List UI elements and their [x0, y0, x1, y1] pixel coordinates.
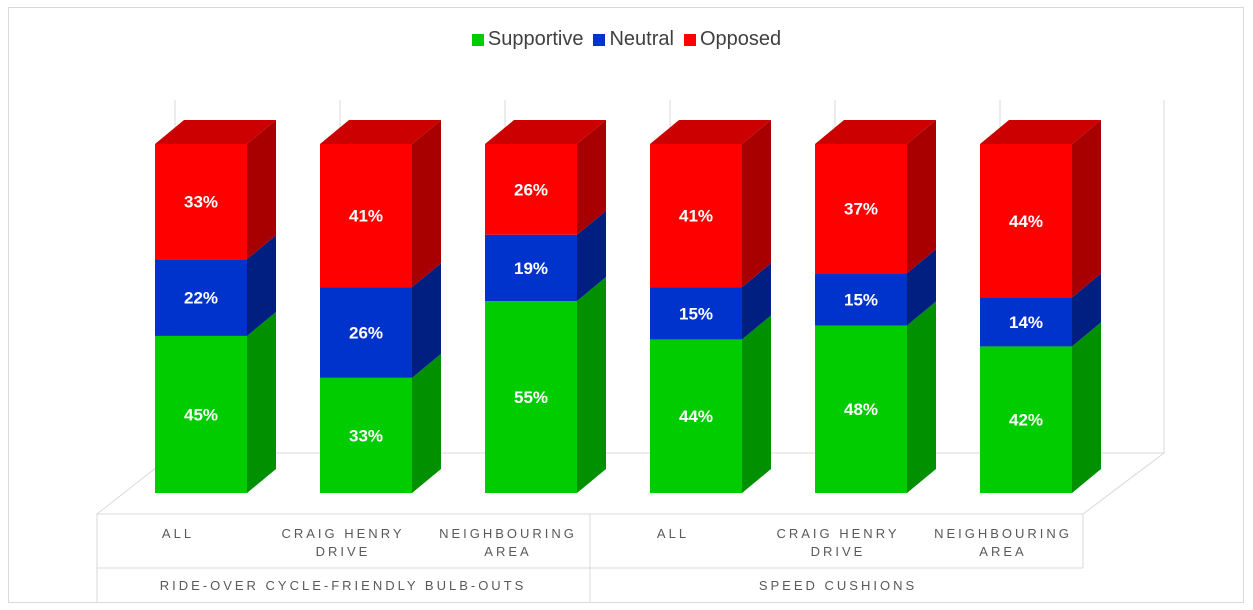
legend-item-neutral: Neutral [593, 28, 674, 51]
data-label-opposed-0: 33% [184, 193, 218, 212]
category-label-3-0: ALL [657, 526, 689, 541]
bar-supportive-3 [650, 339, 742, 493]
bar-side-opposed-5 [1072, 120, 1101, 298]
bar-supportive-1 [320, 377, 412, 493]
category-label-4-0: CRAIG HENRY [776, 526, 899, 541]
legend-label-opposed: Opposed [699, 28, 782, 50]
bar-side-opposed-4 [907, 120, 936, 274]
data-label-neutral-2: 19% [514, 259, 548, 278]
data-label-neutral-0: 22% [184, 289, 218, 308]
category-label-1-0: CRAIG HENRY [281, 526, 404, 541]
legend-swatch-opposed [683, 33, 696, 46]
bar-side-neutral-1 [412, 263, 441, 378]
data-label-supportive-2: 55% [514, 388, 548, 407]
bar-top-3 [650, 120, 771, 144]
group-label-0: RIDE-OVER CYCLE-FRIENDLY BULB-OUTS [160, 578, 527, 593]
legend-swatch-supportive [471, 33, 484, 46]
bar-supportive-5 [980, 346, 1072, 493]
chart-floor [95, 452, 1166, 515]
bar-opposed-2 [485, 144, 577, 235]
bar-opposed-4 [815, 144, 907, 274]
data-label-supportive-3: 44% [679, 407, 713, 426]
category-label-5-0: NEIGHBOURING [934, 526, 1072, 541]
bar-neutral-4 [815, 273, 907, 326]
bar-top-0 [155, 120, 276, 144]
bar-supportive-4 [815, 325, 907, 493]
legend-label-supportive: Supportive [487, 28, 584, 50]
data-label-supportive-4: 48% [844, 400, 878, 419]
legend-label-neutral: Neutral [609, 28, 674, 50]
legend-item-opposed: Opposed [683, 28, 782, 51]
bar-opposed-0 [155, 144, 247, 260]
bar-top-4 [815, 120, 936, 144]
data-label-opposed-3: 41% [679, 207, 713, 226]
bar-side-opposed-3 [742, 120, 771, 288]
category-label-1-1: DRIVE [316, 544, 371, 559]
data-label-opposed-5: 44% [1009, 212, 1043, 231]
bar-side-supportive-5 [1072, 322, 1101, 493]
bar-neutral-3 [650, 287, 742, 340]
bar-top-1 [320, 120, 441, 144]
bar-top-2 [485, 120, 606, 144]
data-label-opposed-4: 37% [844, 200, 878, 219]
bar-supportive-2 [485, 301, 577, 493]
bar-side-supportive-1 [412, 353, 441, 493]
bar-side-neutral-3 [742, 263, 771, 340]
data-label-neutral-1: 26% [349, 323, 383, 342]
bar-side-supportive-3 [742, 315, 771, 493]
bar-side-supportive-4 [907, 301, 936, 493]
legend-swatch-neutral [593, 33, 606, 46]
category-label-2-1: AREA [484, 544, 531, 559]
bar-side-supportive-2 [577, 277, 606, 493]
bar-side-opposed-0 [247, 120, 276, 260]
bar-neutral-0 [155, 259, 247, 336]
bar-opposed-1 [320, 144, 412, 288]
category-label-4-1: DRIVE [811, 544, 866, 559]
data-label-neutral-5: 14% [1009, 313, 1043, 332]
bar-side-opposed-2 [577, 120, 606, 235]
bar-opposed-3 [650, 144, 742, 288]
data-label-neutral-4: 15% [844, 290, 878, 309]
bar-neutral-1 [320, 287, 412, 378]
legend: Supportive Neutral Opposed [0, 28, 1253, 51]
bar-supportive-0 [155, 335, 247, 493]
data-label-opposed-1: 41% [349, 207, 383, 226]
bar-top-5 [980, 120, 1101, 144]
bar-side-neutral-4 [907, 249, 936, 326]
data-label-opposed-2: 26% [514, 180, 548, 199]
category-label-5-1: AREA [979, 544, 1026, 559]
category-label-0-0: ALL [162, 526, 194, 541]
bar-opposed-5 [980, 144, 1072, 298]
bar-side-supportive-0 [247, 311, 276, 493]
bar-side-neutral-2 [577, 210, 606, 302]
bar-side-neutral-5 [1072, 273, 1101, 347]
bar-neutral-2 [485, 234, 577, 302]
group-label-1: SPEED CUSHIONS [759, 578, 917, 593]
data-label-supportive-0: 45% [184, 405, 218, 424]
legend-item-supportive: Supportive [471, 28, 584, 51]
data-label-supportive-5: 42% [1009, 411, 1043, 430]
data-label-supportive-1: 33% [349, 426, 383, 445]
data-label-neutral-3: 15% [679, 304, 713, 323]
bar-side-opposed-1 [412, 120, 441, 288]
bar-side-neutral-0 [247, 235, 276, 336]
category-label-2-0: NEIGHBOURING [439, 526, 577, 541]
bar-neutral-5 [980, 297, 1072, 347]
